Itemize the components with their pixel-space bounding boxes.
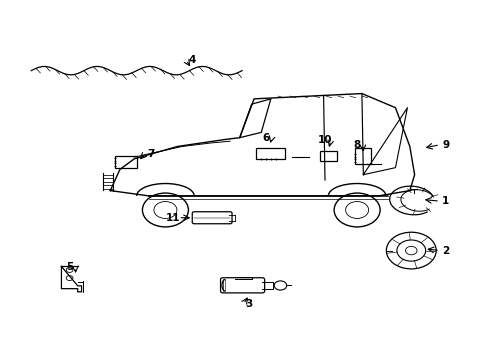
Text: 11: 11 bbox=[165, 213, 180, 223]
Text: 1: 1 bbox=[441, 196, 448, 206]
Text: 2: 2 bbox=[441, 246, 448, 256]
Text: 9: 9 bbox=[441, 140, 448, 150]
Text: 10: 10 bbox=[317, 135, 331, 145]
Text: 5: 5 bbox=[66, 262, 73, 272]
Text: 6: 6 bbox=[262, 133, 269, 143]
Text: 4: 4 bbox=[188, 55, 195, 65]
Text: 3: 3 bbox=[245, 299, 252, 309]
Text: 7: 7 bbox=[147, 149, 154, 158]
Text: 8: 8 bbox=[353, 140, 360, 150]
